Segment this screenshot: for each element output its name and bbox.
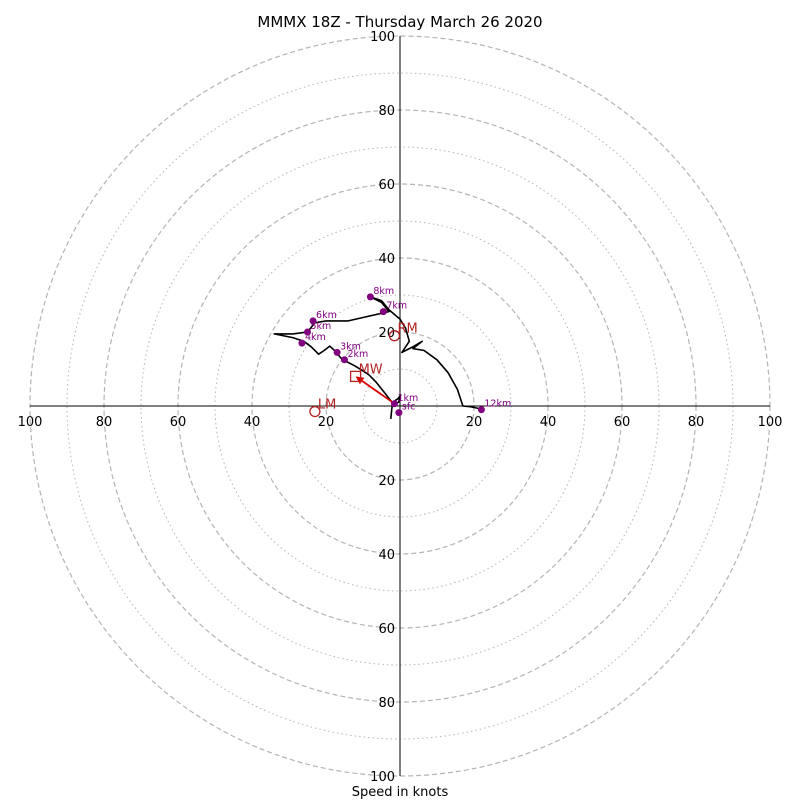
height-marker-8km [366,293,374,301]
tick-label-right-100: 100 [758,415,783,430]
height-label-8km: 8km [373,286,394,297]
height-label-1km: 1km [397,393,418,404]
tick-label-right-60: 60 [614,415,631,430]
tick-label-top-100: 100 [370,30,395,45]
height-label-sfc: sfc [402,402,416,413]
motion-label-RM: RM [397,322,417,337]
tick-label-bottom-80: 80 [378,696,395,711]
motion-label-LM: LM [318,398,336,413]
x-axis-label: Speed in knots [352,785,449,800]
height-marker-sfc [395,409,403,417]
height-label-12km: 12km [484,399,511,410]
tick-label-top-80: 80 [378,104,395,119]
tick-label-bottom-20: 20 [378,474,395,489]
tick-label-bottom-60: 60 [378,622,395,637]
tick-label-left-40: 40 [244,415,261,430]
chart-title: MMMX 18Z - Thursday March 26 2020 [257,13,542,31]
height-marker-5km [304,328,311,336]
tick-label-left-100: 100 [18,415,43,430]
height-label-6km: 6km [316,310,337,321]
tick-label-right-20: 20 [466,415,483,430]
height-marker-12km [477,406,485,414]
shear-vector-line [361,380,394,404]
tick-label-left-20: 20 [318,415,335,430]
height-marker-7km [379,308,387,316]
height-label-7km: 7km [386,301,407,312]
motion-marker-RM [388,330,401,342]
tick-label-top-40: 40 [378,252,395,267]
axes [30,36,770,776]
height-marker-4km [298,339,306,347]
height-label-5km: 5km [311,321,332,332]
tick-label-bottom-40: 40 [378,548,395,563]
height-label-2km: 2km [348,349,369,360]
tick-label-right-40: 40 [540,415,557,430]
height-marker-6km [309,317,317,325]
motion-marker-LM [309,405,321,418]
wind-profile-line [273,296,482,419]
tick-label-bottom-100: 100 [370,770,395,785]
tick-label-top-60: 60 [378,178,395,193]
height-marker-3km [333,348,341,356]
height-label-4km: 4km [305,332,326,343]
motion-marker-MW [349,370,362,383]
tick-label-right-80: 80 [688,415,705,430]
tick-label-left-80: 80 [96,415,113,430]
height-label-3km: 3km [340,341,361,352]
storm-motion-markers: RM LM MW [309,322,418,418]
motion-label-MW: MW [359,362,383,377]
height-marker-2km [341,356,348,364]
tick-label-top-20: 20 [378,326,395,341]
height-marker-1km [390,400,398,408]
ring-tick-labels: 20 40 60 80 100 20 40 60 80 100 20 40 60 80 100 20 40 60 8… [18,30,783,785]
tick-label-left-60: 60 [170,415,187,430]
